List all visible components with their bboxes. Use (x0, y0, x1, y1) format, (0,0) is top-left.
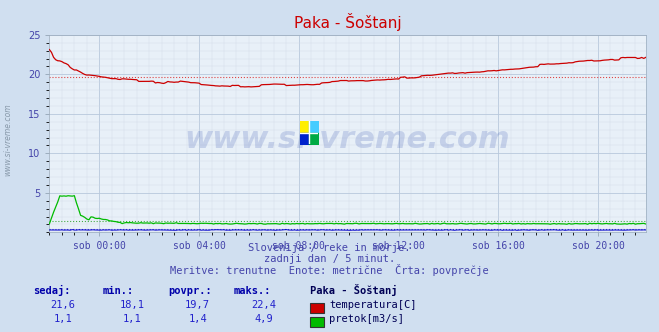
Text: Slovenija / reke in morje.: Slovenija / reke in morje. (248, 243, 411, 253)
Text: sedaj:: sedaj: (33, 285, 71, 296)
Text: 1,1: 1,1 (123, 314, 141, 324)
Text: zadnji dan / 5 minut.: zadnji dan / 5 minut. (264, 254, 395, 264)
Text: povpr.:: povpr.: (168, 286, 212, 296)
Text: 19,7: 19,7 (185, 300, 210, 310)
Text: www.si-vreme.com: www.si-vreme.com (185, 125, 511, 154)
Text: min.:: min.: (102, 286, 133, 296)
Text: Paka - Šoštanj: Paka - Šoštanj (310, 284, 397, 296)
Text: 18,1: 18,1 (119, 300, 144, 310)
Text: temperatura[C]: temperatura[C] (330, 300, 417, 310)
Title: Paka - Šoštanj: Paka - Šoštanj (294, 13, 401, 31)
Text: 4,9: 4,9 (254, 314, 273, 324)
Text: maks.:: maks.: (234, 286, 272, 296)
Text: www.si-vreme.com: www.si-vreme.com (3, 103, 13, 176)
Text: 1,1: 1,1 (53, 314, 72, 324)
Text: pretok[m3/s]: pretok[m3/s] (330, 314, 405, 324)
Text: 22,4: 22,4 (251, 300, 276, 310)
Text: 21,6: 21,6 (50, 300, 75, 310)
Text: Meritve: trenutne  Enote: metrične  Črta: povprečje: Meritve: trenutne Enote: metrične Črta: … (170, 264, 489, 276)
Text: 1,4: 1,4 (188, 314, 207, 324)
